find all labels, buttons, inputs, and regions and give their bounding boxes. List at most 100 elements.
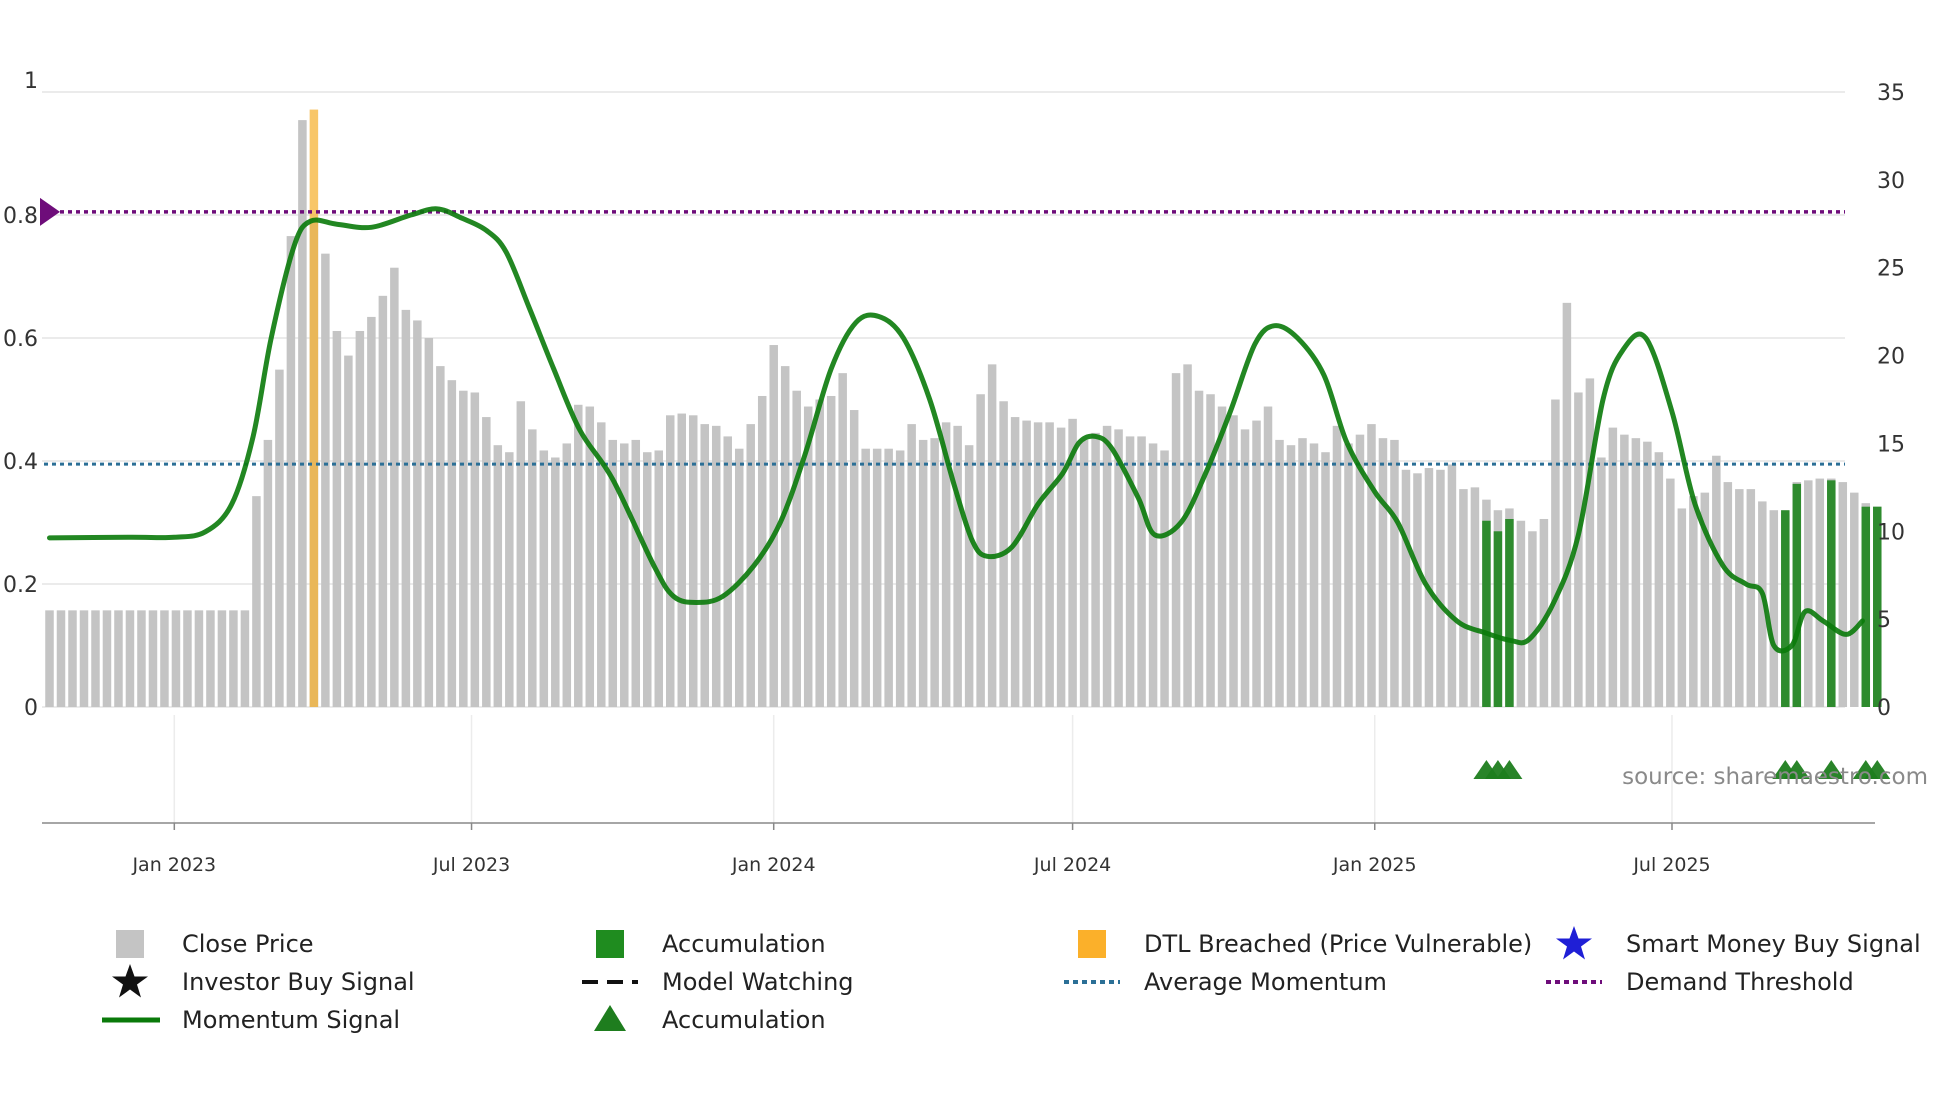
close-price-bar bbox=[620, 443, 629, 707]
close-price-bar bbox=[1263, 406, 1273, 707]
close-price-bar bbox=[137, 610, 146, 707]
accumulation-bar bbox=[1827, 480, 1836, 707]
close-price-bar bbox=[459, 390, 468, 707]
close-price-bar bbox=[677, 413, 686, 707]
close-price-bar bbox=[746, 424, 755, 707]
legend-label: DTL Breached (Price Vulnerable) bbox=[1144, 930, 1533, 958]
close-price-bar bbox=[355, 330, 365, 707]
accumulation-markers bbox=[1473, 760, 1891, 779]
close-price-bar bbox=[792, 390, 801, 707]
close-price-bar bbox=[1217, 406, 1227, 707]
close-price-bar bbox=[1654, 452, 1664, 707]
accumulation-bars bbox=[1482, 480, 1882, 707]
close-price-bar bbox=[332, 330, 342, 707]
close-price-bar bbox=[91, 610, 100, 707]
close-price-bar bbox=[171, 610, 181, 707]
close-price-bar bbox=[1769, 510, 1779, 707]
close-price-bar bbox=[1470, 487, 1480, 707]
close-price-bar bbox=[1309, 443, 1319, 707]
close-price-bar bbox=[1045, 422, 1054, 707]
close-price-bar bbox=[1562, 302, 1572, 707]
x-tick-label: Jul 2024 bbox=[1033, 854, 1111, 876]
close-price-bar bbox=[1114, 429, 1123, 707]
close-price-bar bbox=[321, 253, 330, 707]
close-price-bar bbox=[275, 369, 284, 707]
legend-label: Accumulation bbox=[662, 930, 826, 958]
close-price-bar bbox=[217, 610, 227, 707]
close-price-bar bbox=[1194, 390, 1204, 707]
left-tick-label: 0.6 bbox=[3, 327, 38, 352]
close-price-bar bbox=[803, 406, 813, 707]
close-price-bar bbox=[585, 406, 595, 707]
close-price-bar bbox=[263, 439, 273, 707]
close-price-bar bbox=[183, 610, 192, 707]
momentum-signal-line bbox=[47, 206, 1865, 654]
dotted-purple-line-swatch bbox=[1546, 980, 1602, 984]
close-price-bar bbox=[505, 452, 514, 707]
close-price-bar bbox=[597, 422, 606, 707]
close-price-bar bbox=[1631, 438, 1641, 707]
close-price-bar bbox=[1102, 425, 1112, 707]
close-price-bar bbox=[700, 424, 709, 707]
close-price-bar bbox=[1252, 420, 1261, 707]
close-price-bar bbox=[861, 448, 870, 707]
close-price-bar bbox=[895, 450, 905, 707]
accumulation-bar bbox=[1861, 506, 1871, 707]
accumulation-bar bbox=[1493, 531, 1503, 707]
close-price-bar bbox=[447, 380, 457, 707]
black-star-icon bbox=[112, 964, 148, 998]
close-price-bar bbox=[1321, 452, 1330, 707]
close-price-bar bbox=[1804, 480, 1813, 707]
blue-star-icon bbox=[1556, 926, 1592, 960]
close-price-bar bbox=[1206, 394, 1215, 707]
close-price-bar bbox=[1401, 469, 1411, 707]
right-tick-label: 35 bbox=[1877, 81, 1905, 106]
dashed-line-swatch bbox=[582, 980, 638, 984]
green-line-swatch bbox=[102, 1017, 160, 1023]
close-price-bar bbox=[1689, 496, 1698, 707]
close-price-bar bbox=[1171, 373, 1181, 707]
close-price-bar bbox=[45, 610, 54, 707]
close-price-bar bbox=[528, 429, 537, 707]
close-price-bar bbox=[769, 345, 778, 707]
close-price-bar bbox=[1183, 364, 1192, 707]
x-tick-label: Jan 2025 bbox=[1332, 854, 1417, 876]
accumulation-bar bbox=[1781, 510, 1790, 707]
close-price-bar bbox=[1838, 482, 1848, 707]
x-tick-label: Jan 2023 bbox=[131, 854, 216, 876]
close-price-bar bbox=[1677, 508, 1687, 707]
accumulation-marker bbox=[1496, 760, 1523, 779]
legend-label: Average Momentum bbox=[1144, 968, 1387, 996]
close-price-swatch bbox=[116, 930, 144, 958]
accumulation-marker bbox=[1818, 760, 1845, 779]
close-price-bar bbox=[1079, 439, 1089, 707]
close-price-bar bbox=[160, 610, 169, 707]
close-price-bar bbox=[229, 610, 238, 707]
legend-label: Model Watching bbox=[662, 968, 854, 996]
close-price-bar bbox=[206, 610, 215, 707]
close-price-bar bbox=[1378, 438, 1388, 707]
close-price-bar bbox=[884, 448, 893, 707]
close-price-bar bbox=[240, 610, 250, 707]
close-price-bar bbox=[56, 610, 66, 707]
right-tick-label: 5 bbox=[1877, 608, 1891, 633]
close-price-bar bbox=[1068, 418, 1077, 707]
close-price-bar bbox=[826, 395, 836, 707]
close-price-bar bbox=[1033, 422, 1043, 707]
close-price-bar bbox=[401, 309, 411, 707]
close-price-bar bbox=[470, 392, 480, 707]
close-price-bar bbox=[1712, 455, 1721, 707]
close-price-bar bbox=[79, 610, 89, 707]
legend-label: Accumulation bbox=[662, 1006, 826, 1034]
close-price-bar bbox=[1735, 489, 1744, 707]
close-price-bar bbox=[551, 457, 560, 707]
close-price-bar bbox=[1666, 478, 1675, 707]
close-price-bars bbox=[45, 120, 1882, 708]
close-price-bar bbox=[1459, 489, 1468, 707]
x-tick-label: Jul 2023 bbox=[432, 854, 510, 876]
accumulation-bar bbox=[1873, 506, 1882, 707]
close-price-bar bbox=[688, 415, 698, 707]
close-price-bar bbox=[780, 366, 790, 707]
right-tick-label: 30 bbox=[1877, 169, 1905, 194]
